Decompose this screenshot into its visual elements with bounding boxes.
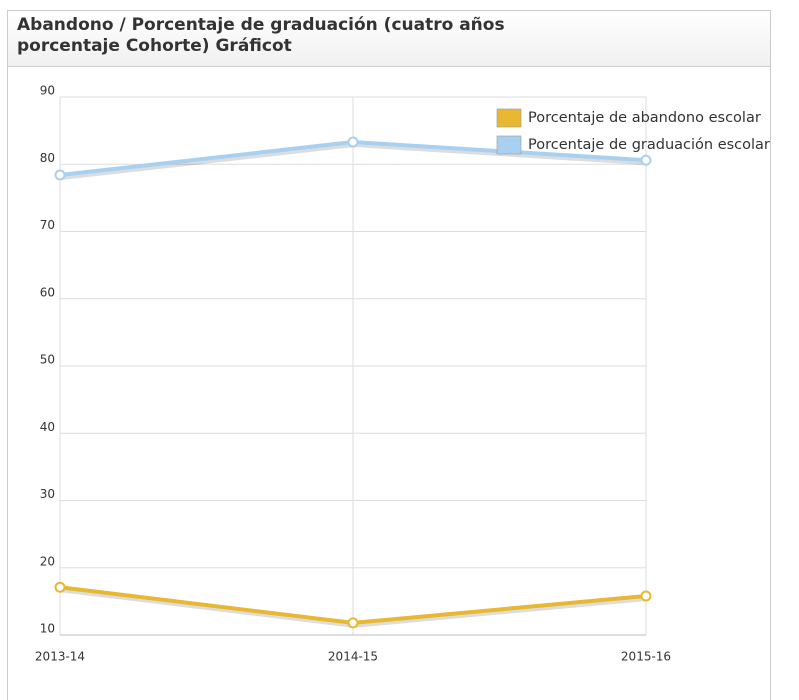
y-tick-label: 40 bbox=[40, 420, 55, 434]
point bbox=[54, 581, 66, 593]
x-tick-label: 2013-14 bbox=[35, 650, 85, 664]
chart-title: Abandono / Porcentaje de graduación (cua… bbox=[17, 15, 505, 56]
point bbox=[640, 154, 652, 166]
y-tick-label: 30 bbox=[40, 487, 55, 501]
legend-swatch bbox=[496, 135, 522, 155]
y-tick-label: 50 bbox=[40, 353, 55, 367]
y-tick-label: 70 bbox=[40, 218, 55, 232]
point bbox=[347, 617, 359, 629]
point bbox=[640, 590, 652, 602]
y-tick-label: 60 bbox=[40, 285, 55, 299]
point bbox=[54, 169, 66, 181]
legend-label: Porcentaje de graduación escolar bbox=[528, 137, 770, 153]
panel-header: Abandono / Porcentaje de graduación (cua… bbox=[8, 11, 770, 67]
legend-swatch bbox=[496, 108, 522, 128]
y-tick-label: 80 bbox=[40, 151, 55, 165]
point bbox=[347, 136, 359, 148]
y-tick-label: 20 bbox=[40, 554, 55, 568]
panel: Abandono / Porcentaje de graduación (cua… bbox=[7, 10, 771, 700]
y-tick-label: 10 bbox=[40, 622, 55, 636]
x-tick-label: 2014-15 bbox=[328, 650, 378, 664]
x-tick-label: 2015-16 bbox=[621, 650, 671, 664]
legend-label: Porcentaje de abandono escolar bbox=[528, 110, 761, 126]
y-tick-label: 90 bbox=[40, 84, 55, 98]
